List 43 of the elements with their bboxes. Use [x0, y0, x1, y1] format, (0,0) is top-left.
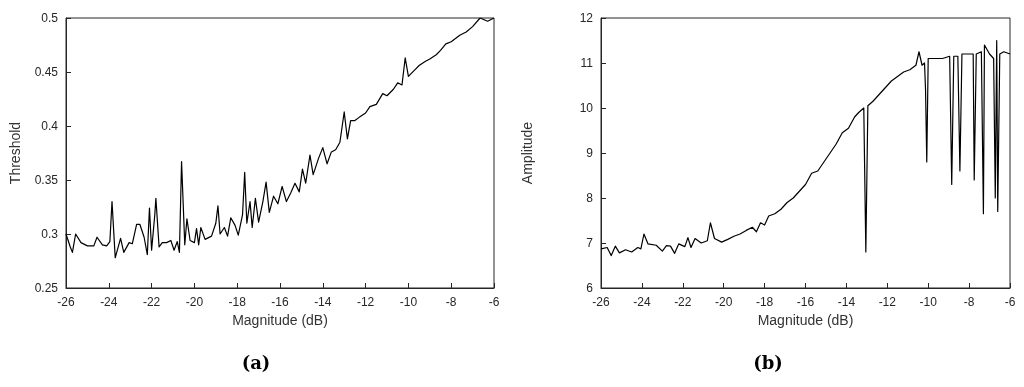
y-tick-label: 6	[586, 281, 594, 295]
x-tick-label: -8	[963, 295, 975, 309]
x-tick-label: -12	[356, 295, 375, 309]
x-tick-label: -14	[837, 295, 856, 309]
y-tick-label: 0.5	[41, 11, 59, 25]
y-tick-label: 7	[586, 236, 594, 250]
x-tick-label: -16	[271, 295, 289, 309]
x-tick-label: -22	[674, 295, 692, 309]
y-tick-label: 8	[586, 191, 594, 205]
y-axis-title: Amplitude	[519, 121, 535, 185]
x-tick-label: -24	[633, 295, 651, 309]
x-tick-label: -26	[592, 295, 610, 309]
y-tick-label: 0.35	[34, 173, 59, 187]
x-tick-label: -22	[142, 295, 161, 309]
x-tick-label: -16	[796, 295, 815, 309]
x-tick-label: -10	[399, 295, 418, 309]
line-series	[600, 39, 1011, 257]
x-tick-label: -8	[445, 295, 457, 309]
x-tick-label: -20	[715, 295, 733, 309]
x-tick-label: -14	[314, 295, 332, 309]
x-tick-label: -26	[57, 295, 75, 309]
x-tick-label: -20	[185, 295, 204, 309]
y-tick-label: 10	[579, 101, 594, 115]
text: (b)	[752, 352, 784, 373]
x-axis-title: Magnitude (dB)	[757, 311, 854, 328]
y-tick-label: 12	[579, 11, 594, 25]
line-series	[65, 17, 495, 259]
x-tick-label: -18	[228, 295, 247, 309]
x-tick-label: -18	[755, 295, 774, 309]
x-axis-title: Magnitude (dB)	[232, 311, 328, 328]
y-tick-label: 9	[586, 146, 594, 160]
x-tick-label: -12	[878, 295, 897, 309]
text: (a)	[240, 352, 272, 373]
y-tick-label: 0.25	[34, 281, 59, 295]
y-tick-label: 11	[580, 56, 594, 70]
x-tick-label: -24	[100, 295, 118, 309]
y-tick-label: 0.45	[34, 65, 59, 79]
y-tick-label: 0.4	[41, 119, 59, 133]
x-tick-label: -6	[488, 295, 500, 309]
y-tick-label: 0.3	[41, 227, 59, 241]
x-tick-label: -10	[919, 295, 938, 309]
x-tick-label: -6	[1004, 295, 1016, 309]
y-axis-title: Threshold	[7, 121, 23, 185]
